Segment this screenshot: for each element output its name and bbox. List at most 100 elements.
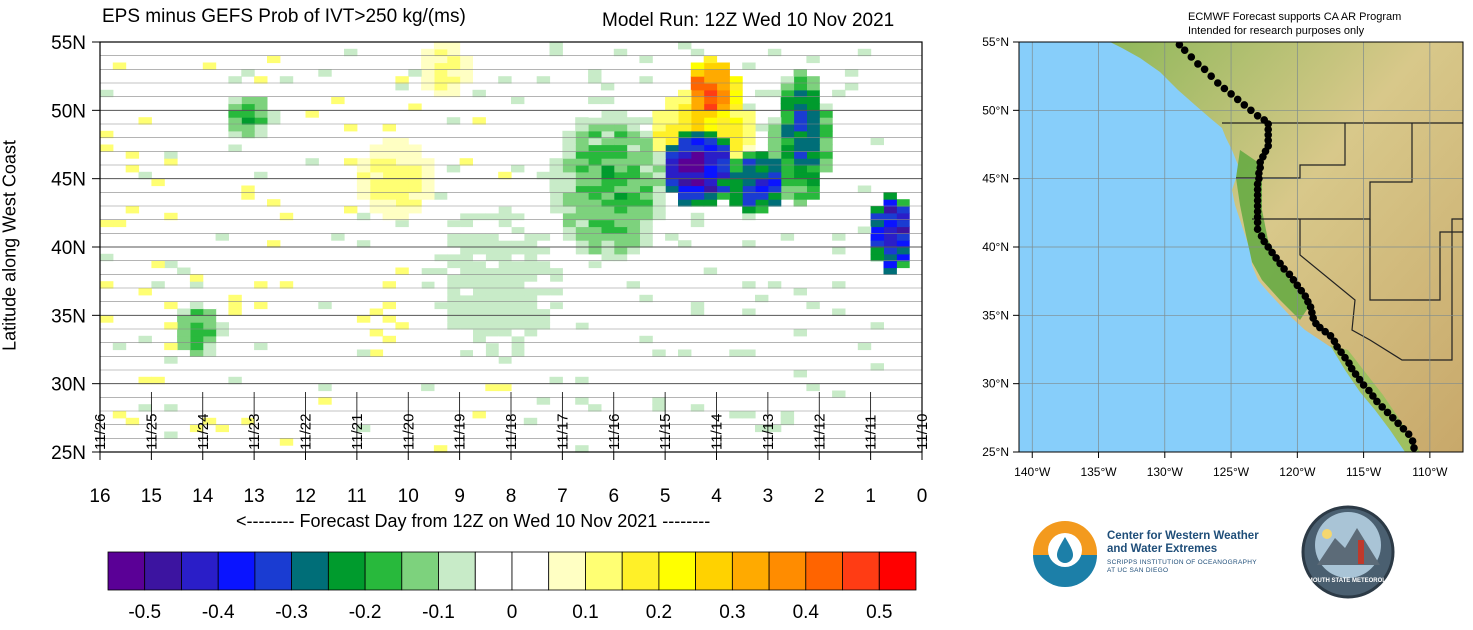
- heatmap-cell: [588, 110, 602, 118]
- heatmap-cell: [806, 110, 820, 118]
- heatmap-cell: [536, 356, 551, 364]
- heatmap-cell: [382, 206, 396, 214]
- colorbar-swatch: [768, 551, 807, 591]
- colorbar-label: 0: [507, 602, 518, 623]
- heatmap-x-tick-label: 1: [865, 486, 876, 507]
- heatmap-cell: [690, 96, 705, 105]
- heatmap-cell: [780, 96, 795, 105]
- heatmap-cell: [742, 281, 756, 289]
- heatmap-cell: [433, 233, 448, 241]
- heatmap-cell: [523, 260, 538, 269]
- date-label: 11/22: [298, 414, 315, 450]
- heatmap-cell: [511, 226, 525, 234]
- heatmap-cell: [562, 165, 576, 173]
- heatmap-cell: [819, 130, 833, 139]
- heatmap-cell: [549, 233, 563, 241]
- cw3e-affiliation-line-1: SCRIPPS INSTITUTION OF OCEANOGRAPHY: [1107, 559, 1257, 566]
- heatmap-cell: [870, 363, 884, 371]
- heatmap-cell: [588, 219, 602, 228]
- heatmap-cell: [729, 151, 743, 159]
- heatmap-cell: [395, 83, 409, 91]
- heatmap-cell: [472, 342, 486, 351]
- heatmap-cell: [857, 342, 872, 351]
- transect-points: [1175, 42, 1418, 452]
- heatmap-cell: [472, 89, 486, 98]
- heatmap-cell: [626, 233, 640, 241]
- heatmap-cell: [767, 178, 782, 187]
- heatmap-cell: [716, 96, 730, 105]
- heatmap-cell: [421, 185, 435, 193]
- transect-point: [1220, 84, 1229, 93]
- heatmap-cell: [100, 144, 114, 152]
- heatmap-cell: [472, 253, 486, 262]
- heatmap-cell: [703, 55, 718, 64]
- heatmap-cell: [421, 253, 435, 262]
- heatmap-cell: [356, 315, 371, 323]
- heatmap-cell: [408, 178, 422, 187]
- heatmap-cell: [485, 335, 499, 344]
- heatmap-cell: [626, 151, 640, 159]
- heatmap-cell: [588, 144, 602, 152]
- heatmap-cell: [202, 335, 217, 344]
- heatmap-cell: [690, 192, 705, 200]
- heatmap-cell: [883, 260, 897, 269]
- heatmap-cell: [408, 267, 422, 275]
- heatmap-cell: [279, 76, 294, 84]
- heatmap-cell: [536, 206, 551, 214]
- heatmap-cell: [189, 342, 204, 351]
- heatmap-cell: [652, 117, 666, 125]
- heatmap-cell: [254, 171, 268, 180]
- heatmap-cell: [639, 165, 653, 173]
- heatmap-cell: [485, 370, 499, 378]
- heatmap-cell: [421, 240, 435, 248]
- transect-point: [1399, 425, 1408, 433]
- heatmap-cell: [498, 260, 512, 269]
- heatmap-cell: [793, 288, 807, 296]
- heatmap-cell: [318, 301, 332, 310]
- heatmap-x-tick-label: 14: [192, 486, 214, 507]
- map-lon-label: 125°W: [1213, 465, 1250, 479]
- heatmap-cell: [575, 144, 589, 152]
- heatmap-cell: [588, 69, 602, 77]
- heatmap-cell: [767, 199, 782, 207]
- heatmap-cell: [793, 103, 807, 111]
- heatmap-cell: [228, 144, 242, 152]
- cw3e-logo-waves: [1033, 555, 1097, 587]
- heatmap-cell: [549, 165, 563, 173]
- heatmap-cell: [446, 329, 461, 337]
- heatmap-cell: [562, 130, 576, 139]
- heatmap-cell: [382, 178, 396, 187]
- heatmap-cell: [189, 349, 204, 357]
- heatmap-cell: [819, 158, 833, 166]
- heatmap-cell: [549, 260, 563, 269]
- heatmap-cell: [703, 103, 718, 111]
- heatmap-x-tick-label: 3: [763, 486, 774, 507]
- heatmap-cell: [780, 124, 795, 132]
- heatmap-cell: [472, 192, 486, 200]
- heatmap-cell: [523, 192, 538, 200]
- heatmap-cell: [498, 219, 512, 228]
- map-lon-label: 120°W: [1279, 465, 1316, 479]
- heatmap-cell: [395, 144, 409, 152]
- heatmap-cell: [498, 206, 512, 214]
- heatmap-cell: [177, 315, 191, 323]
- heatmap-cell: [652, 171, 666, 180]
- heatmap-cell: [511, 212, 525, 221]
- heatmap-cell: [690, 62, 705, 70]
- heatmap-cell: [806, 124, 820, 132]
- heatmap-y-tick-label: 35N: [51, 306, 86, 327]
- heatmap-cell: [433, 55, 448, 64]
- heatmap-cell: [690, 76, 705, 84]
- heatmap-cell: [690, 103, 705, 111]
- transect-point: [1255, 169, 1263, 177]
- heatmap-cell: [356, 185, 371, 193]
- heatmap-cell: [588, 151, 602, 159]
- colorbar-label: 0.2: [646, 602, 672, 623]
- transect-point: [1272, 254, 1280, 262]
- heatmap-cell: [369, 158, 384, 166]
- heatmap-cell: [472, 349, 486, 357]
- heatmap-cell: [883, 192, 897, 200]
- heatmap-cell: [446, 274, 461, 282]
- heatmap-cell: [472, 260, 486, 269]
- heatmap-cell: [421, 335, 435, 344]
